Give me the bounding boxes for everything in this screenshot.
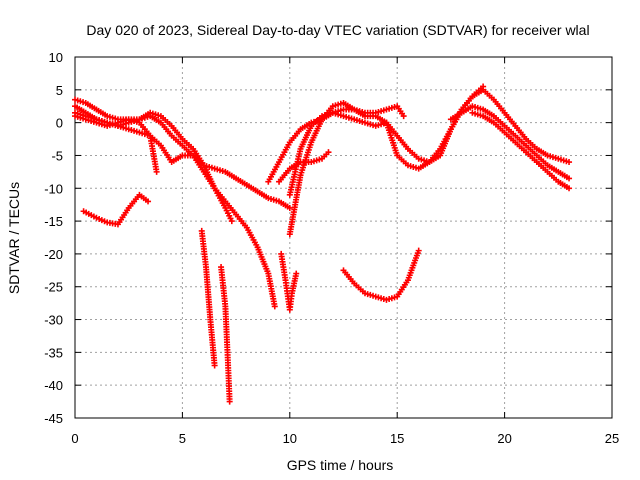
series-arc-k (469, 109, 573, 192)
data-point (325, 149, 332, 156)
x-tick-label: 5 (179, 431, 186, 446)
y-tick-label: -20 (44, 247, 63, 262)
data-point (566, 159, 573, 166)
series-arc-j (447, 103, 573, 182)
y-tick-label: -35 (44, 345, 63, 360)
data-point (211, 362, 218, 369)
y-tick-label: -45 (44, 411, 63, 426)
y-tick-label: -25 (44, 280, 63, 295)
y-tick-label: -5 (51, 148, 63, 163)
data-point (566, 185, 573, 192)
series-arc-i (286, 86, 573, 198)
y-tick-label: 5 (56, 83, 63, 98)
data-point (153, 168, 160, 175)
chart-title: Day 020 of 2023, Sidereal Day-to-day VTE… (86, 22, 589, 38)
data-point (271, 303, 278, 310)
y-tick-label: -30 (44, 313, 63, 328)
series-arc-l (340, 247, 422, 303)
x-axis-label: GPS time / hours (287, 457, 394, 473)
y-tick-label: -10 (44, 181, 63, 196)
data-point (415, 247, 422, 254)
series-drop-1 (198, 227, 218, 369)
data-point (286, 204, 293, 211)
data-point (226, 398, 233, 405)
series-drop-3 (278, 250, 300, 313)
y-tick-label: 0 (56, 116, 63, 131)
data-point (566, 175, 573, 182)
data-point (293, 270, 300, 277)
plot-frame (74, 56, 613, 419)
series-arc-e (80, 191, 152, 228)
data-point (145, 198, 152, 205)
y-tick-label: 10 (49, 50, 63, 65)
x-tick-label: 10 (283, 431, 297, 446)
axis-ticks: 0 5 10 15 20 25 10 5 0 -5 -10 -15 -20 -25 -30 -35 -40 -45 (44, 50, 619, 446)
y-axis-label: SDTVAR / TECUs (6, 182, 22, 294)
x-tick-label: 20 (497, 431, 511, 446)
x-tick-label: 0 (71, 431, 78, 446)
series-drop-2 (218, 264, 233, 405)
x-tick-label: 25 (605, 431, 619, 446)
y-tick-label: -40 (44, 378, 63, 393)
data-marks (72, 83, 573, 405)
series-arc-d (72, 113, 160, 175)
x-tick-label: 15 (390, 431, 404, 446)
grid-lines (75, 57, 612, 418)
data-point (400, 113, 407, 120)
data-point (228, 218, 235, 225)
y-tick-label: -15 (44, 214, 63, 229)
series-arc-b (72, 103, 278, 310)
